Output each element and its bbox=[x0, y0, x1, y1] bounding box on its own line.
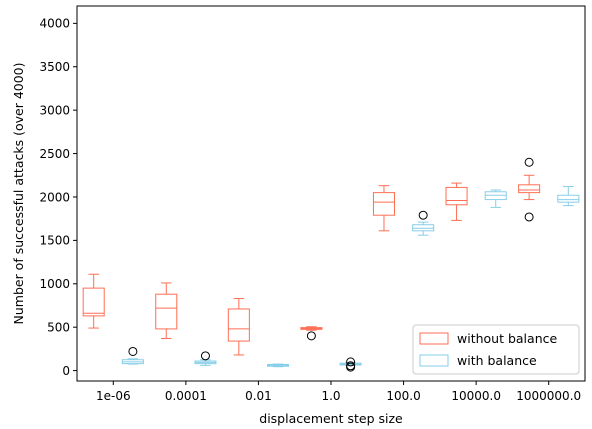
box-iqr bbox=[155, 293, 178, 330]
y-tick-label: 500 bbox=[47, 320, 70, 334]
outlier-point bbox=[524, 157, 534, 167]
legend-frame bbox=[412, 324, 580, 375]
y-tick-label: 4000 bbox=[39, 17, 70, 31]
box-without-balance bbox=[227, 298, 250, 356]
legend-swatch-without-balance bbox=[419, 332, 449, 345]
y-tick-label: 0 bbox=[62, 364, 70, 378]
box-iqr bbox=[557, 194, 580, 203]
x-tick-label: 100.0 bbox=[386, 389, 420, 403]
outlier-point bbox=[524, 212, 534, 222]
y-tick-label: 1000 bbox=[39, 277, 70, 291]
box-iqr bbox=[82, 287, 105, 317]
x-tick-label: 1e-06 bbox=[96, 389, 131, 403]
outlier-point bbox=[346, 357, 356, 367]
legend-label-without-balance: without balance bbox=[457, 331, 557, 346]
box-without-balance bbox=[155, 282, 178, 339]
outlier-point bbox=[128, 346, 138, 356]
y-tick-label: 3500 bbox=[39, 60, 70, 74]
x-tick-label: 1.0 bbox=[321, 389, 340, 403]
legend: without balance with balance bbox=[412, 324, 580, 375]
y-tick-label: 2500 bbox=[39, 147, 70, 161]
outlier-point bbox=[306, 331, 316, 341]
x-tick-label: 0.0001 bbox=[165, 389, 207, 403]
box-without-balance bbox=[518, 157, 541, 222]
y-axis-label: Number of successful attacks (over 4000) bbox=[11, 62, 26, 324]
boxes-layer bbox=[82, 157, 580, 372]
box-iqr bbox=[445, 186, 468, 206]
box-without-balance bbox=[372, 185, 395, 232]
box-with-balance bbox=[194, 351, 217, 366]
y-tick-label: 3000 bbox=[39, 103, 70, 117]
box-iqr bbox=[518, 184, 541, 194]
box-with-balance bbox=[339, 357, 362, 372]
outlier-point bbox=[418, 210, 428, 220]
box-with-balance bbox=[557, 186, 580, 207]
box-with-balance bbox=[121, 346, 144, 365]
box-with-balance bbox=[484, 189, 507, 208]
box-without-balance bbox=[445, 182, 468, 221]
box-iqr bbox=[227, 308, 250, 342]
box-without-balance bbox=[300, 326, 323, 341]
x-tick-label: 0.01 bbox=[245, 389, 272, 403]
y-tick-label: 2000 bbox=[39, 190, 70, 204]
y-tick-label: 1500 bbox=[39, 234, 70, 248]
x-axis-label: displacement step size bbox=[259, 411, 403, 426]
x-tick-label: 10000.0 bbox=[451, 389, 501, 403]
y-axis-ticks: 0 500 1000 1500 2000 2500 3000 3500 4000 bbox=[39, 17, 77, 378]
outlier-point bbox=[200, 351, 210, 361]
legend-swatch-with-balance bbox=[419, 354, 449, 367]
outlier-point bbox=[346, 361, 356, 371]
x-tick-label: 1000000.0 bbox=[516, 389, 581, 403]
x-axis-ticks: 1e-06 0.0001 0.01 1.0 100.0 10000.0 1000000.0 bbox=[96, 381, 581, 403]
box-with-balance bbox=[267, 363, 290, 368]
box-without-balance bbox=[82, 273, 105, 329]
box-iqr bbox=[372, 192, 395, 216]
legend-label-with-balance: with balance bbox=[457, 353, 537, 368]
box-with-balance bbox=[412, 210, 435, 236]
